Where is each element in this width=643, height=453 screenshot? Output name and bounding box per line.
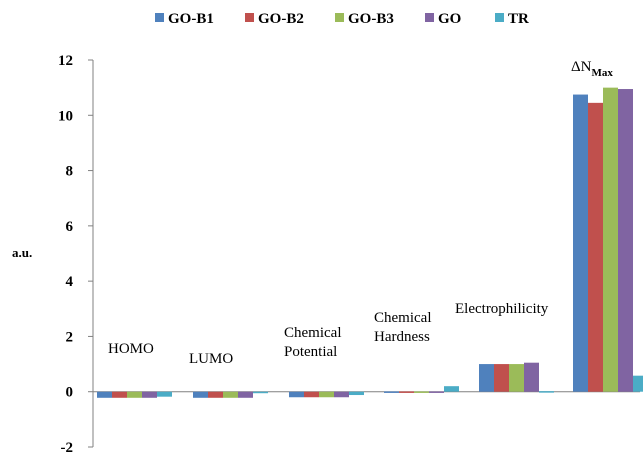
bar-go-b2-3 (399, 391, 414, 393)
legend-swatch-tr (495, 13, 504, 22)
y-tick-label: 0 (66, 385, 74, 401)
legend-label-go-b2: GO-B2 (258, 11, 304, 27)
bar-go-b2-0 (112, 391, 127, 398)
bar-go-b1-3 (384, 391, 399, 393)
bar-tr-2 (349, 391, 364, 396)
category-label-5: ΔNMax (571, 59, 613, 79)
category-label-4: Electrophilicity (455, 301, 549, 317)
bar-go-3 (429, 391, 444, 393)
category-label-3: Chemical Hardness (374, 310, 431, 345)
bar-tr-5 (633, 375, 643, 392)
bar-go-b2-5 (588, 102, 603, 392)
legend-swatch-go (425, 13, 434, 22)
y-tick-label: -2 (61, 440, 74, 453)
bar-go-b3-2 (319, 391, 334, 398)
bar-go-b1-4 (479, 364, 494, 392)
bar-go-1 (238, 391, 253, 398)
legend-label-go-b3: GO-B3 (348, 11, 394, 27)
bar-go-b3-5 (603, 87, 618, 392)
bar-tr-4 (539, 391, 554, 393)
y-tick-label: 8 (66, 164, 74, 180)
bar-go-b1-2 (289, 391, 304, 398)
bar-go-b1-1 (193, 391, 208, 398)
bar-go-4 (524, 362, 539, 392)
bar-go-b1-0 (97, 391, 112, 398)
category-label-1: LUMO (189, 351, 233, 367)
legend-swatch-go-b1 (155, 13, 164, 22)
category-labels: HOMO LUMO Chemical Potential Chemical Hardnes… (108, 59, 613, 367)
legend-swatch-go-b2 (245, 13, 254, 22)
bars (97, 87, 643, 398)
bar-tr-3 (444, 386, 459, 392)
legend-label-tr: TR (508, 11, 529, 27)
category-label-2: Chemical Potential (284, 325, 341, 360)
bar-go-b1-5 (573, 94, 588, 392)
y-tick-label: 4 (66, 274, 74, 290)
y-tick-label: 12 (58, 53, 73, 69)
bar-go-b3-1 (223, 391, 238, 398)
bar-go-b3-0 (127, 391, 142, 398)
bar-go-b2-4 (494, 364, 509, 392)
category-label-0: HOMO (108, 341, 154, 357)
y-axis-label: a.u. (12, 245, 32, 260)
bar-go-b2-1 (208, 391, 223, 398)
legend-label-go: GO (438, 11, 461, 27)
bar-tr-0 (157, 391, 172, 397)
y-tick-label: 2 (66, 329, 74, 345)
bar-go-5 (618, 89, 633, 392)
bar-tr-1 (253, 391, 268, 394)
legend: GO-B1 GO-B2 GO-B3 GO TR (155, 11, 529, 27)
bar-go-b3-3 (414, 391, 429, 393)
y-axis-ticks: -2 0 2 4 6 8 10 12 (58, 53, 93, 453)
bar-go-2 (334, 391, 349, 398)
bar-go-b2-2 (304, 391, 319, 398)
y-tick-label: 6 (66, 219, 74, 235)
legend-label-go-b1: GO-B1 (168, 11, 214, 27)
bar-go-b3-4 (509, 364, 524, 392)
legend-swatch-go-b3 (335, 13, 344, 22)
y-tick-label: 10 (58, 108, 73, 124)
bar-go-0 (142, 391, 157, 398)
